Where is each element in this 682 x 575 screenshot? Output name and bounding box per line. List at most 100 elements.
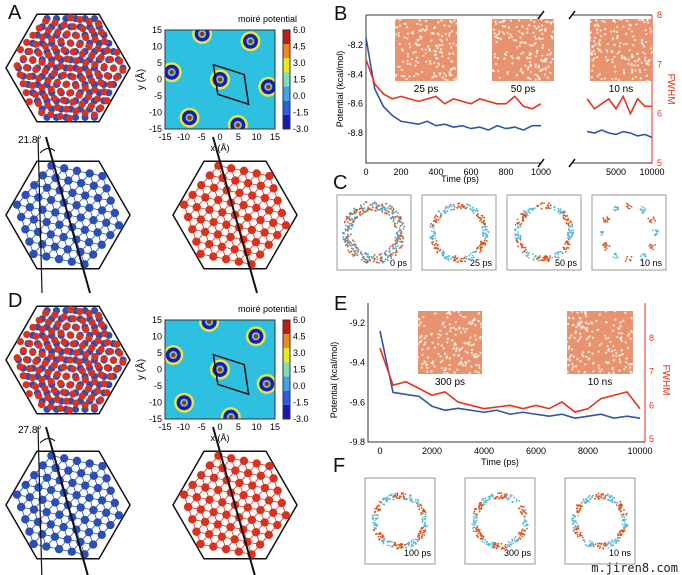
inset-texture bbox=[533, 73, 537, 76]
scatter-point bbox=[473, 515, 475, 518]
scatter-point bbox=[400, 493, 403, 495]
inset-texture bbox=[431, 360, 435, 363]
inset-texture bbox=[492, 28, 496, 31]
scatter-point bbox=[571, 225, 574, 228]
atom bbox=[63, 347, 71, 355]
scatter-point bbox=[400, 542, 402, 545]
inset-texture bbox=[583, 363, 587, 366]
scatter-point bbox=[432, 234, 434, 237]
inset-texture bbox=[630, 30, 634, 33]
inset-texture bbox=[584, 321, 588, 324]
inset-texture bbox=[619, 354, 622, 357]
scatter-point bbox=[527, 209, 530, 212]
atom bbox=[106, 347, 115, 356]
inset-texture bbox=[412, 74, 416, 78]
scatter-point bbox=[474, 209, 477, 212]
inset-texture bbox=[636, 59, 639, 63]
scatter-point bbox=[621, 523, 624, 526]
atom bbox=[94, 70, 102, 78]
scatter-point bbox=[523, 211, 525, 214]
inset-texture bbox=[426, 356, 430, 359]
atom bbox=[94, 95, 102, 103]
scatter-point bbox=[423, 515, 426, 518]
colorbar-tick: 3.0 bbox=[293, 58, 306, 68]
scatter-point bbox=[460, 257, 463, 260]
scatter-point bbox=[378, 508, 381, 511]
diffraction-ring-panel: 0 ps bbox=[336, 194, 412, 271]
scatter-point bbox=[580, 501, 583, 504]
scatter-point bbox=[432, 224, 434, 226]
inset-texture bbox=[449, 68, 452, 72]
scatter-point bbox=[521, 246, 523, 249]
atom bbox=[66, 64, 74, 72]
scatter-point bbox=[500, 492, 503, 495]
scatter-point bbox=[434, 247, 436, 249]
scatter-point bbox=[416, 505, 419, 507]
scatter-point bbox=[520, 533, 523, 536]
scatter-point bbox=[476, 513, 478, 516]
scatter-point bbox=[424, 521, 426, 524]
scatter-point bbox=[367, 206, 369, 209]
atom bbox=[19, 80, 27, 88]
scatter-point bbox=[461, 260, 464, 263]
potential-ring bbox=[142, 250, 162, 270]
atom bbox=[38, 33, 46, 41]
scatter-point bbox=[566, 246, 568, 249]
inset-texture bbox=[524, 64, 527, 67]
scatter-point bbox=[434, 219, 437, 222]
scatter-point bbox=[501, 497, 504, 500]
atom bbox=[205, 171, 215, 180]
scatter-point bbox=[516, 539, 519, 542]
inset-texture bbox=[443, 371, 446, 375]
scatter-point bbox=[621, 504, 624, 506]
heatmap-field bbox=[141, 250, 375, 551]
inset-texture bbox=[622, 71, 626, 74]
inset-texture bbox=[538, 29, 542, 32]
inset-texture bbox=[643, 20, 646, 24]
moire-unit-cell bbox=[212, 63, 250, 106]
inset-texture bbox=[501, 30, 504, 34]
potential-ring bbox=[331, 136, 339, 144]
inset-texture bbox=[580, 326, 583, 329]
potential-ring bbox=[148, 256, 156, 264]
scatter-point bbox=[453, 205, 456, 208]
atom bbox=[265, 171, 274, 181]
atom bbox=[35, 74, 43, 83]
potential-ring bbox=[367, 457, 375, 465]
atom bbox=[46, 520, 55, 529]
scatter-point bbox=[412, 544, 415, 547]
scatter-point bbox=[394, 215, 397, 218]
axes-frame bbox=[367, 303, 645, 443]
scatter-point bbox=[364, 201, 367, 203]
scatter-point bbox=[385, 250, 388, 252]
potential-well bbox=[141, 428, 156, 443]
inset-texture bbox=[526, 27, 529, 31]
inset-texture bbox=[536, 49, 539, 53]
scatter-point bbox=[395, 544, 398, 547]
atom bbox=[44, 343, 52, 351]
inset-texture bbox=[472, 353, 475, 357]
potential-peak bbox=[248, 39, 253, 44]
atom bbox=[197, 180, 206, 190]
scatter-point bbox=[523, 250, 526, 252]
scatter-point bbox=[401, 244, 404, 247]
scatter-point bbox=[395, 226, 398, 229]
inset-texture bbox=[616, 34, 619, 38]
heatmap-frame bbox=[164, 319, 276, 420]
scatter-point bbox=[351, 223, 354, 226]
potential-ring bbox=[289, 517, 309, 537]
atom bbox=[192, 203, 201, 212]
scatter-point bbox=[551, 256, 554, 259]
scatter-point bbox=[475, 516, 477, 519]
atom bbox=[75, 358, 83, 366]
scatter-point bbox=[392, 245, 394, 248]
inset-texture bbox=[598, 48, 601, 52]
inset-texture bbox=[420, 47, 424, 51]
y-tick-label: -9.8 bbox=[349, 437, 365, 447]
inset-texture bbox=[549, 61, 552, 64]
atom bbox=[248, 191, 257, 200]
colorbar-segment bbox=[283, 58, 290, 73]
scatter-point bbox=[360, 207, 363, 210]
scatter-point bbox=[504, 543, 507, 546]
potential-ring bbox=[336, 531, 356, 551]
